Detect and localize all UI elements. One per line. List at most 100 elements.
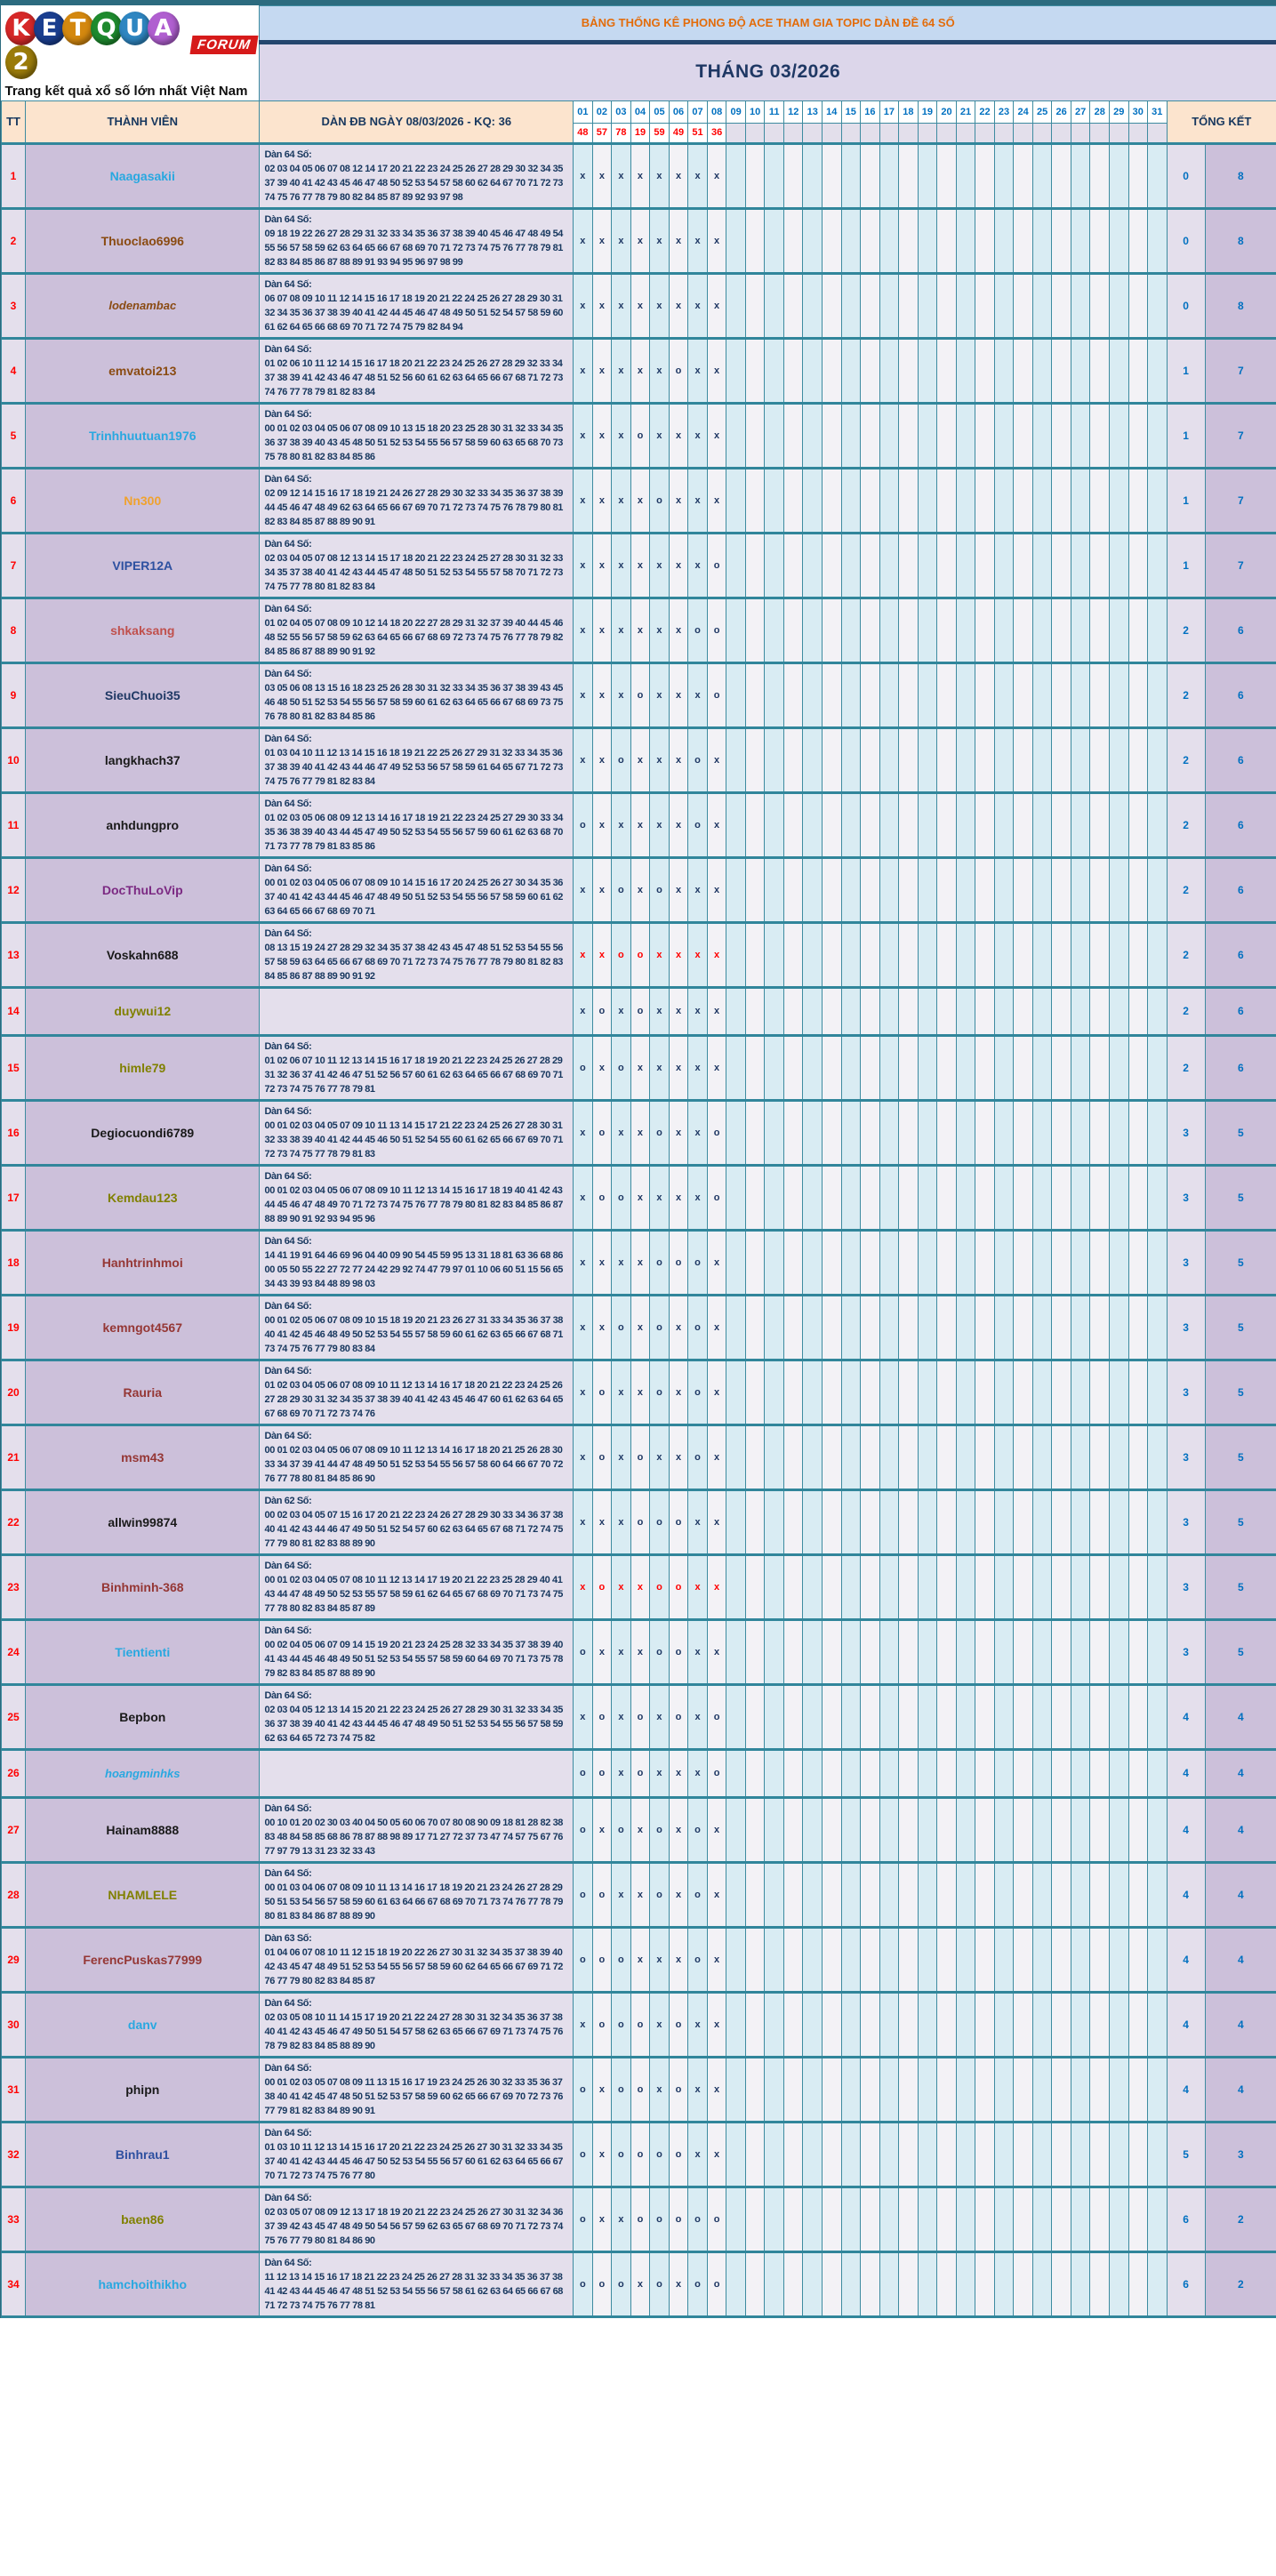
total-miss: 1 xyxy=(1166,467,1206,534)
mark-empty xyxy=(1147,2121,1168,2188)
member-name[interactable]: anhdungpro xyxy=(25,791,261,859)
mark-day-07: x xyxy=(687,856,708,924)
total-miss: 3 xyxy=(1166,1294,1206,1361)
member-name[interactable]: baen86 xyxy=(25,2186,261,2253)
member-name[interactable]: Binhrau1 xyxy=(25,2121,261,2188)
mark-empty xyxy=(1128,272,1149,340)
member-row-14: 14 duywui12 x o x o x x x x 2 6 xyxy=(0,986,1276,1037)
member-name[interactable]: Trinhhuutuan1976 xyxy=(25,402,261,469)
mark-empty xyxy=(840,1034,862,1102)
member-name[interactable]: hamchoithikho xyxy=(25,2251,261,2318)
mark-day-04: x xyxy=(630,726,651,794)
member-name[interactable]: duywui12 xyxy=(25,986,261,1037)
mark-day-07: x xyxy=(687,532,708,599)
mark-empty xyxy=(955,597,976,664)
dan-numbers: 02 03 04 05 06 07 08 12 14 17 20 21 22 2… xyxy=(264,163,564,203)
mark-empty xyxy=(726,2186,746,2253)
member-name[interactable]: Nn300 xyxy=(25,467,261,534)
mark-day-03: x xyxy=(611,1229,631,1296)
mark-empty xyxy=(1108,467,1129,534)
mark-empty xyxy=(726,337,746,405)
member-name[interactable]: hoangminhks xyxy=(25,1748,261,1799)
member-name[interactable]: Hainam8888 xyxy=(25,1796,261,1864)
member-name[interactable]: himle79 xyxy=(25,1034,261,1102)
member-name[interactable]: Thuoclao6996 xyxy=(25,207,261,275)
member-name[interactable]: kemngot4567 xyxy=(25,1294,261,1361)
row-number: 29 xyxy=(0,1926,27,1994)
member-row-9: 9 SieuChuoi35 Dàn 64 Số: 03 05 06 08 13 15 … xyxy=(0,662,1276,729)
mark-empty xyxy=(1108,1861,1129,1929)
member-name[interactable]: Degiocuondi6789 xyxy=(25,1099,261,1167)
mark-empty xyxy=(860,467,880,534)
mark-empty xyxy=(917,1926,938,1994)
member-name[interactable]: Tientienti xyxy=(25,1618,261,1686)
member-name[interactable]: phipn xyxy=(25,2056,261,2123)
mark-empty xyxy=(802,986,823,1037)
site-logo[interactable]: K E T Q U A 2 FORUM Trang kết quả xổ số lớn nh… xyxy=(1,5,261,101)
member-name[interactable]: Kemdau123 xyxy=(25,1164,261,1232)
mark-empty xyxy=(1089,207,1110,275)
mark-empty xyxy=(1070,1748,1091,1799)
total-win: 7 xyxy=(1204,402,1276,469)
member-name[interactable]: DocThuLoVip xyxy=(25,856,261,924)
total-miss: 2 xyxy=(1166,921,1206,989)
member-name[interactable]: allwin99874 xyxy=(25,1489,261,1556)
member-row-24: 24 Tientienti Dàn 64 Số: 00 02 04 05 06 07 … xyxy=(0,1618,1276,1686)
member-name[interactable]: danv xyxy=(25,1991,261,2058)
mark-empty xyxy=(993,207,1015,275)
mark-empty xyxy=(726,272,746,340)
mark-empty xyxy=(726,1294,746,1361)
mark-empty xyxy=(764,726,784,794)
mark-empty xyxy=(822,1294,842,1361)
member-name[interactable]: FerencPuskas77999 xyxy=(25,1926,261,1994)
mark-day-03: x xyxy=(611,1861,631,1929)
mark-day-07: o xyxy=(687,1861,708,1929)
mark-empty xyxy=(917,1424,938,1491)
mark-empty xyxy=(860,1229,880,1296)
dan-label: Dàn 64 Số: xyxy=(264,213,312,225)
member-name[interactable]: emvatoi213 xyxy=(25,337,261,405)
mark-day-03: o xyxy=(611,856,631,924)
member-name[interactable]: Bepbon xyxy=(25,1683,261,1751)
member-name[interactable]: Voskahn688 xyxy=(25,921,261,989)
mark-day-07: o xyxy=(687,1796,708,1864)
mark-day-07: x xyxy=(687,2121,708,2188)
total-miss: 4 xyxy=(1166,1861,1206,1929)
mark-empty xyxy=(782,1164,804,1232)
mark-day-03: x xyxy=(611,337,631,405)
mark-empty xyxy=(898,402,919,469)
member-name[interactable]: Rauria xyxy=(25,1359,261,1426)
mark-empty xyxy=(1108,1991,1129,2058)
mark-empty xyxy=(860,1926,880,1994)
member-name[interactable]: Binhminh-368 xyxy=(25,1553,261,1621)
member-name[interactable]: SieuChuoi35 xyxy=(25,662,261,729)
mark-empty xyxy=(1128,1034,1149,1102)
member-name[interactable]: lodenambac xyxy=(25,272,261,340)
member-name[interactable]: NHAMLELE xyxy=(25,1861,261,1929)
mark-empty xyxy=(917,2056,938,2123)
mark-empty xyxy=(1013,2186,1033,2253)
member-name[interactable]: Naagasakii xyxy=(25,142,261,210)
member-name[interactable]: Hanhtrinhmoi xyxy=(25,1229,261,1296)
mark-empty xyxy=(1070,2056,1091,2123)
mark-day-02: x xyxy=(591,856,613,924)
mark-empty xyxy=(1013,142,1033,210)
forum-badge[interactable]: FORUM xyxy=(190,36,259,54)
member-name[interactable]: langkhach37 xyxy=(25,726,261,794)
mark-empty xyxy=(936,1861,957,1929)
member-name[interactable]: VIPER12A xyxy=(25,532,261,599)
mark-empty xyxy=(1070,1489,1091,1556)
mark-empty xyxy=(1051,1034,1071,1102)
mark-empty xyxy=(1070,1683,1091,1751)
mark-day-05: x xyxy=(649,532,670,599)
total-win: 4 xyxy=(1204,1991,1276,2058)
mark-empty xyxy=(1108,1229,1129,1296)
member-name[interactable]: msm43 xyxy=(25,1424,261,1491)
member-row-12: 12 DocThuLoVip Dàn 64 Số: 00 01 02 03 04 05… xyxy=(0,856,1276,924)
mark-empty xyxy=(822,1164,842,1232)
mark-day-03: x xyxy=(611,532,631,599)
mark-day-05: o xyxy=(649,467,670,534)
member-name[interactable]: shkaksang xyxy=(25,597,261,664)
total-miss: 6 xyxy=(1166,2251,1206,2318)
mark-empty xyxy=(1089,1424,1110,1491)
